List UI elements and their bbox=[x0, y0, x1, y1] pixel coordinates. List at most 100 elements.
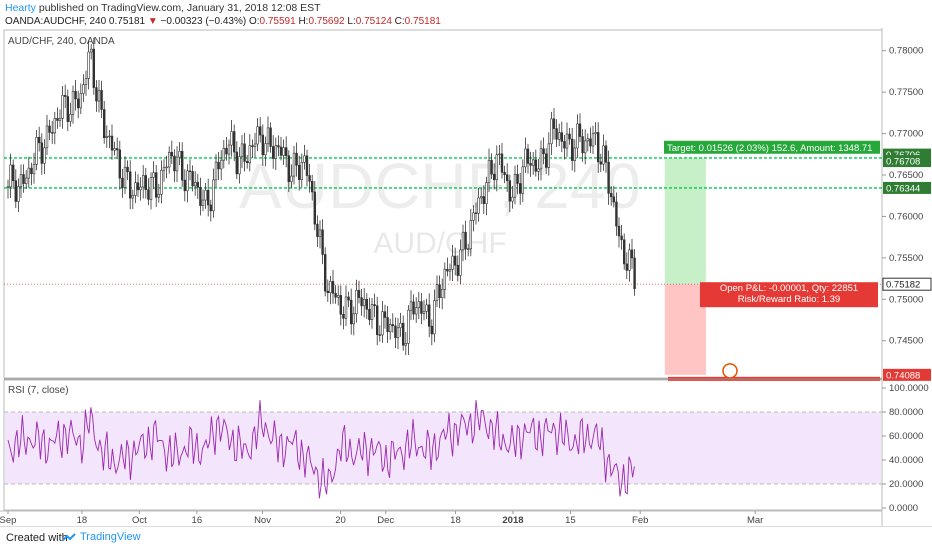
candle-body bbox=[103, 109, 106, 139]
candle-body bbox=[251, 145, 254, 148]
candle-body bbox=[308, 175, 311, 182]
candle-body bbox=[404, 343, 407, 346]
candle-body bbox=[134, 182, 137, 196]
candle-body bbox=[110, 135, 114, 151]
candle-body bbox=[622, 239, 626, 265]
candle-body bbox=[459, 249, 462, 276]
publish-line: Hearty published on TradingView.com, Jan… bbox=[5, 2, 321, 14]
pnl-box[interactable] bbox=[700, 282, 878, 308]
candle-body bbox=[425, 304, 428, 312]
target-box[interactable] bbox=[664, 140, 880, 154]
candle-body bbox=[573, 147, 577, 161]
candle-body bbox=[440, 289, 444, 299]
candle-body bbox=[58, 118, 62, 121]
candle-body bbox=[529, 163, 532, 166]
current-price-tag bbox=[882, 277, 932, 291]
high-label: H: bbox=[298, 16, 309, 27]
candle-body bbox=[472, 212, 475, 221]
last-price: 0.75181 bbox=[108, 16, 146, 27]
candle-body bbox=[162, 167, 166, 171]
candle-body bbox=[560, 132, 564, 142]
candle-body bbox=[485, 182, 488, 204]
candle-body bbox=[394, 325, 397, 338]
candle-body bbox=[326, 290, 329, 293]
candle-body bbox=[503, 172, 506, 176]
candle-body bbox=[212, 179, 215, 212]
candle-body bbox=[271, 146, 275, 159]
candle-body bbox=[576, 123, 579, 149]
rsi-line[interactable] bbox=[7, 400, 635, 499]
high-value: 0.75692 bbox=[308, 16, 345, 27]
candle-body bbox=[238, 156, 241, 175]
candle-body bbox=[92, 48, 96, 88]
candle-body bbox=[464, 231, 467, 250]
candle-body bbox=[264, 143, 267, 156]
candle-body bbox=[401, 322, 405, 346]
candle-body bbox=[6, 186, 10, 188]
level-label: 0.76344 bbox=[886, 183, 920, 194]
x-tick-label: Dec bbox=[377, 515, 394, 526]
candle-body bbox=[370, 304, 374, 320]
candle-body bbox=[581, 136, 584, 154]
x-tick-label: Feb bbox=[632, 515, 648, 526]
candle-body bbox=[14, 180, 17, 202]
target-text: Target: 0.01526 (2.03%) 152.6, Amount: 1… bbox=[667, 143, 872, 154]
candle-body bbox=[633, 257, 636, 290]
candle-body bbox=[625, 263, 629, 271]
tradingview-link[interactable]: TradingView bbox=[80, 531, 141, 543]
candle-body bbox=[181, 150, 184, 181]
candle-body bbox=[292, 152, 296, 177]
candle-body bbox=[612, 196, 616, 203]
x-tick-label: Sep bbox=[0, 515, 16, 526]
candle-body bbox=[175, 156, 179, 172]
candle-body bbox=[297, 164, 301, 181]
chart-header: Hearty published on TradingView.com, Jan… bbox=[0, 0, 932, 30]
candle-body bbox=[344, 296, 348, 319]
candle-body bbox=[422, 310, 426, 314]
candle-body bbox=[550, 118, 553, 145]
candle-body bbox=[160, 169, 163, 195]
candle-body bbox=[233, 131, 236, 153]
level-label: 0.76708 bbox=[886, 157, 920, 168]
candle-body bbox=[74, 90, 77, 100]
event-marker-icon[interactable] bbox=[722, 363, 738, 379]
candle-body bbox=[321, 229, 324, 255]
candle-body bbox=[168, 151, 171, 168]
price-pane[interactable] bbox=[3, 29, 883, 379]
candle-body bbox=[591, 133, 595, 147]
candle-body bbox=[620, 235, 623, 241]
candle-body bbox=[118, 149, 122, 179]
rsi-band bbox=[5, 412, 881, 484]
candle-body bbox=[240, 143, 244, 157]
candle-body bbox=[274, 145, 277, 159]
rsi-tick-label: 80.0000 bbox=[889, 407, 923, 418]
candle-body bbox=[243, 143, 246, 162]
candle-body bbox=[313, 191, 316, 225]
candle-body bbox=[191, 171, 194, 187]
candle-body bbox=[542, 148, 545, 155]
rsi-tick-label: 20.0000 bbox=[889, 479, 923, 490]
candle-body bbox=[511, 196, 514, 202]
candle-body bbox=[451, 255, 454, 270]
candle-body bbox=[534, 159, 538, 172]
author-link[interactable]: Hearty bbox=[5, 2, 36, 14]
candle-body bbox=[300, 162, 303, 181]
candle-body bbox=[388, 324, 392, 333]
candle-body bbox=[90, 48, 93, 53]
candle-body bbox=[129, 171, 132, 199]
candle-body bbox=[9, 164, 12, 188]
candle-body bbox=[466, 248, 470, 250]
stop-zone[interactable] bbox=[664, 284, 706, 375]
candle-body bbox=[508, 180, 511, 202]
candle-body bbox=[329, 281, 332, 293]
y-tick-label: 0.77000 bbox=[889, 129, 923, 140]
rsi-tick-label: 60.0000 bbox=[889, 431, 923, 442]
candle-body bbox=[490, 159, 493, 175]
candlestick-series[interactable] bbox=[6, 37, 636, 356]
candle-body bbox=[284, 147, 288, 157]
candle-body bbox=[155, 172, 158, 198]
target-zone[interactable] bbox=[664, 157, 706, 285]
candle-body bbox=[282, 147, 285, 156]
candle-body bbox=[40, 142, 44, 164]
